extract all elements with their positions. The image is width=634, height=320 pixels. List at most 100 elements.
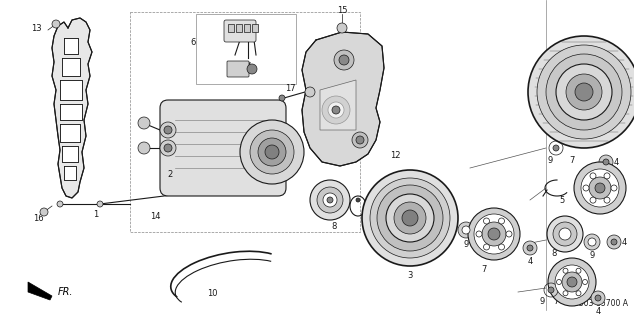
Circle shape: [138, 142, 150, 154]
Circle shape: [498, 218, 505, 224]
Text: S303-85700 A: S303-85700 A: [574, 299, 628, 308]
Text: 7: 7: [481, 266, 487, 275]
Text: 12: 12: [390, 150, 401, 159]
Circle shape: [458, 222, 474, 238]
FancyBboxPatch shape: [227, 61, 249, 77]
Circle shape: [362, 170, 458, 266]
Text: 9: 9: [547, 156, 553, 164]
Circle shape: [555, 265, 589, 299]
Circle shape: [468, 208, 520, 260]
Polygon shape: [64, 38, 78, 54]
Circle shape: [334, 50, 354, 70]
FancyBboxPatch shape: [160, 100, 286, 196]
Bar: [236, 24, 242, 32]
Circle shape: [595, 295, 601, 301]
Circle shape: [138, 117, 150, 129]
Circle shape: [590, 197, 596, 203]
Circle shape: [604, 173, 610, 179]
Circle shape: [528, 36, 634, 148]
Circle shape: [332, 106, 340, 114]
Circle shape: [553, 222, 577, 246]
Text: 15: 15: [337, 5, 347, 14]
Circle shape: [370, 178, 450, 258]
Circle shape: [337, 23, 347, 33]
Circle shape: [402, 210, 418, 226]
Circle shape: [164, 126, 172, 134]
Circle shape: [611, 239, 617, 245]
Polygon shape: [60, 124, 80, 142]
Circle shape: [583, 185, 589, 191]
Circle shape: [240, 120, 304, 184]
Circle shape: [476, 231, 482, 237]
Circle shape: [537, 45, 631, 139]
Circle shape: [563, 291, 568, 296]
Circle shape: [556, 64, 612, 120]
Circle shape: [590, 173, 596, 179]
FancyBboxPatch shape: [224, 20, 256, 42]
Circle shape: [548, 287, 554, 293]
Circle shape: [576, 291, 581, 296]
Polygon shape: [52, 18, 92, 198]
Circle shape: [484, 218, 489, 224]
Circle shape: [498, 244, 505, 250]
Text: 14: 14: [150, 212, 160, 220]
Circle shape: [574, 162, 626, 214]
Circle shape: [557, 279, 562, 284]
Text: 16: 16: [33, 213, 43, 222]
Circle shape: [279, 95, 285, 101]
Circle shape: [559, 228, 571, 240]
Circle shape: [394, 202, 426, 234]
Circle shape: [604, 197, 610, 203]
Circle shape: [327, 197, 333, 203]
Polygon shape: [64, 166, 76, 180]
Text: 4: 4: [595, 308, 600, 316]
Circle shape: [323, 193, 337, 207]
Text: 5: 5: [559, 196, 565, 204]
Text: 13: 13: [31, 23, 42, 33]
Circle shape: [599, 155, 613, 169]
Circle shape: [462, 226, 470, 234]
Circle shape: [546, 54, 622, 130]
Circle shape: [563, 268, 568, 273]
Circle shape: [589, 177, 611, 199]
Circle shape: [474, 214, 514, 254]
Circle shape: [548, 258, 596, 306]
Circle shape: [588, 238, 596, 246]
Polygon shape: [28, 282, 52, 300]
Text: 6: 6: [191, 37, 196, 46]
Circle shape: [250, 130, 294, 174]
Circle shape: [352, 132, 368, 148]
Circle shape: [305, 87, 315, 97]
Circle shape: [595, 183, 605, 193]
Polygon shape: [60, 104, 82, 120]
Circle shape: [603, 159, 609, 165]
Circle shape: [584, 234, 600, 250]
Circle shape: [310, 180, 350, 220]
Circle shape: [258, 138, 286, 166]
Text: 7: 7: [569, 156, 574, 164]
Circle shape: [40, 208, 48, 216]
Bar: [244, 24, 250, 32]
Circle shape: [553, 145, 559, 151]
Circle shape: [265, 145, 279, 159]
Circle shape: [566, 74, 602, 110]
Circle shape: [527, 245, 533, 251]
Text: 4: 4: [622, 237, 627, 246]
Circle shape: [567, 277, 577, 287]
Text: 3: 3: [407, 271, 413, 281]
Circle shape: [160, 140, 176, 156]
Polygon shape: [62, 58, 80, 76]
Circle shape: [611, 185, 617, 191]
Polygon shape: [320, 80, 356, 130]
Text: 9: 9: [540, 298, 545, 307]
Text: 7: 7: [553, 298, 559, 307]
Circle shape: [97, 201, 103, 207]
Text: 11: 11: [575, 266, 585, 275]
Polygon shape: [60, 80, 82, 100]
Bar: [228, 24, 234, 32]
Bar: [196, 14, 296, 84]
Bar: [130, 12, 360, 232]
Circle shape: [356, 198, 360, 202]
Bar: [252, 24, 258, 32]
Circle shape: [247, 64, 257, 74]
